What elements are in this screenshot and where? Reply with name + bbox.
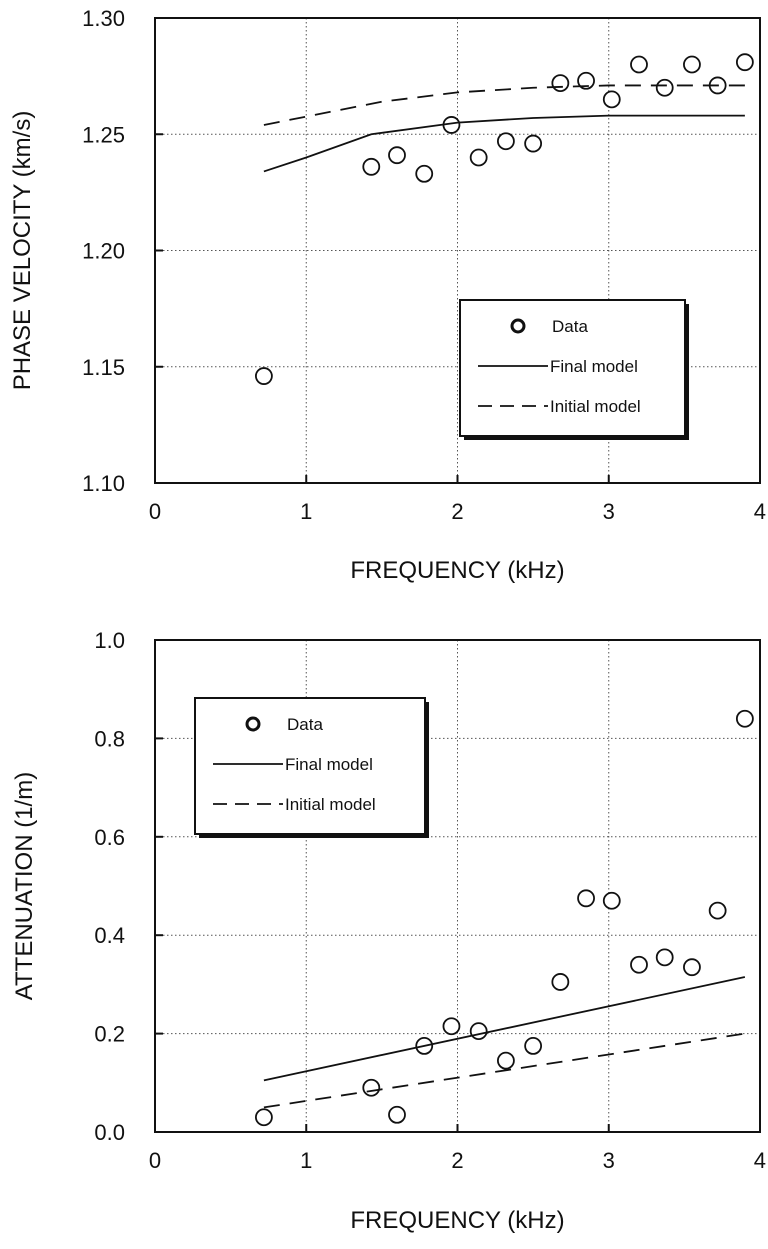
data-point <box>415 164 434 183</box>
data-point <box>551 973 570 991</box>
data-point <box>496 1051 515 1070</box>
legend-label-initial-model: Initial model <box>550 397 641 416</box>
x-tick-label: 2 <box>451 1148 463 1173</box>
data-point <box>708 901 727 920</box>
legend-label-initial-model: Initial model <box>285 795 376 814</box>
y-tick-label: 1.30 <box>82 6 125 31</box>
data-point <box>524 1037 543 1055</box>
x-tick-label: 2 <box>451 499 463 524</box>
x-tick-label: 0 <box>149 499 161 524</box>
legend-label-data: Data <box>552 317 588 336</box>
y-tick-label: 1.25 <box>82 122 125 147</box>
y-tick-label: 1.15 <box>82 355 125 380</box>
data-point <box>577 71 595 90</box>
data-point <box>683 55 701 74</box>
x-tick-label: 4 <box>754 499 766 524</box>
legend-box <box>459 299 686 437</box>
y-tick-label: 0.4 <box>94 923 125 948</box>
data-point <box>469 1022 488 1041</box>
final-model-line <box>263 114 745 173</box>
chart-panel-1: 0 1 2 3 4 1.10 1.15 1.20 1.25 1.30 FREQUENCY (kHz)… <box>9 6 766 584</box>
data-point <box>469 148 488 167</box>
data-point <box>630 955 648 974</box>
chart-panel-2: 0 1 2 3 4 0.0 0.2 0.4 0.6 0.8 1.0 FREQUENCY (kHz) AT… <box>11 628 766 1234</box>
data-point <box>655 948 674 967</box>
y-tick-label: 1.20 <box>82 239 125 264</box>
y-tick-label: 1.10 <box>82 471 125 496</box>
x-axis-title: FREQUENCY (kHz) <box>350 557 564 584</box>
data-point <box>362 157 381 176</box>
legend-label-data: Data <box>287 715 323 734</box>
x-tick-label: 3 <box>603 1148 615 1173</box>
final-model-line <box>263 976 746 1082</box>
legend-label-final-model: Final model <box>550 357 638 376</box>
y-axis-title: PHASE VELOCITY (km/s) <box>9 111 36 391</box>
data-point <box>683 958 701 977</box>
legend-marker-data <box>245 716 261 732</box>
data-point <box>655 78 674 97</box>
data-point <box>388 146 406 165</box>
y-axis-title: ATTENUATION (1/m) <box>11 772 38 1000</box>
legend-box <box>194 697 426 835</box>
data-point <box>735 709 754 728</box>
x-tick-label: 1 <box>300 499 312 524</box>
initial-model-line <box>263 1032 746 1109</box>
data-point <box>524 134 543 153</box>
y-tick-label: 0.6 <box>94 825 125 850</box>
y-tick-label: 0.8 <box>94 726 125 751</box>
data-point <box>388 1105 406 1124</box>
y-tick-label: 1.0 <box>94 628 125 653</box>
data-point <box>735 53 754 72</box>
data-point <box>442 1017 461 1036</box>
data-point <box>630 55 648 74</box>
data-point <box>577 889 595 908</box>
data-point <box>602 90 621 109</box>
legend-label-final-model: Final model <box>285 755 373 774</box>
x-tick-label: 0 <box>149 1148 161 1173</box>
data-point <box>602 891 621 910</box>
data-point <box>551 74 570 92</box>
data-point <box>496 132 515 151</box>
x-tick-label: 3 <box>603 499 615 524</box>
legend: Data Final model Initial model <box>194 697 429 838</box>
initial-model-line <box>263 84 745 126</box>
legend: Data Final model Initial model <box>459 299 689 440</box>
data-point <box>362 1078 381 1097</box>
x-tick-label: 4 <box>754 1148 766 1173</box>
data-point <box>254 1108 273 1127</box>
x-axis-title: FREQUENCY (kHz) <box>350 1207 564 1234</box>
legend-marker-data <box>510 318 526 334</box>
data-point <box>254 367 273 385</box>
y-tick-label: 0.2 <box>94 1022 125 1047</box>
y-tick-label: 0.0 <box>94 1120 125 1145</box>
x-tick-label: 1 <box>300 1148 312 1173</box>
